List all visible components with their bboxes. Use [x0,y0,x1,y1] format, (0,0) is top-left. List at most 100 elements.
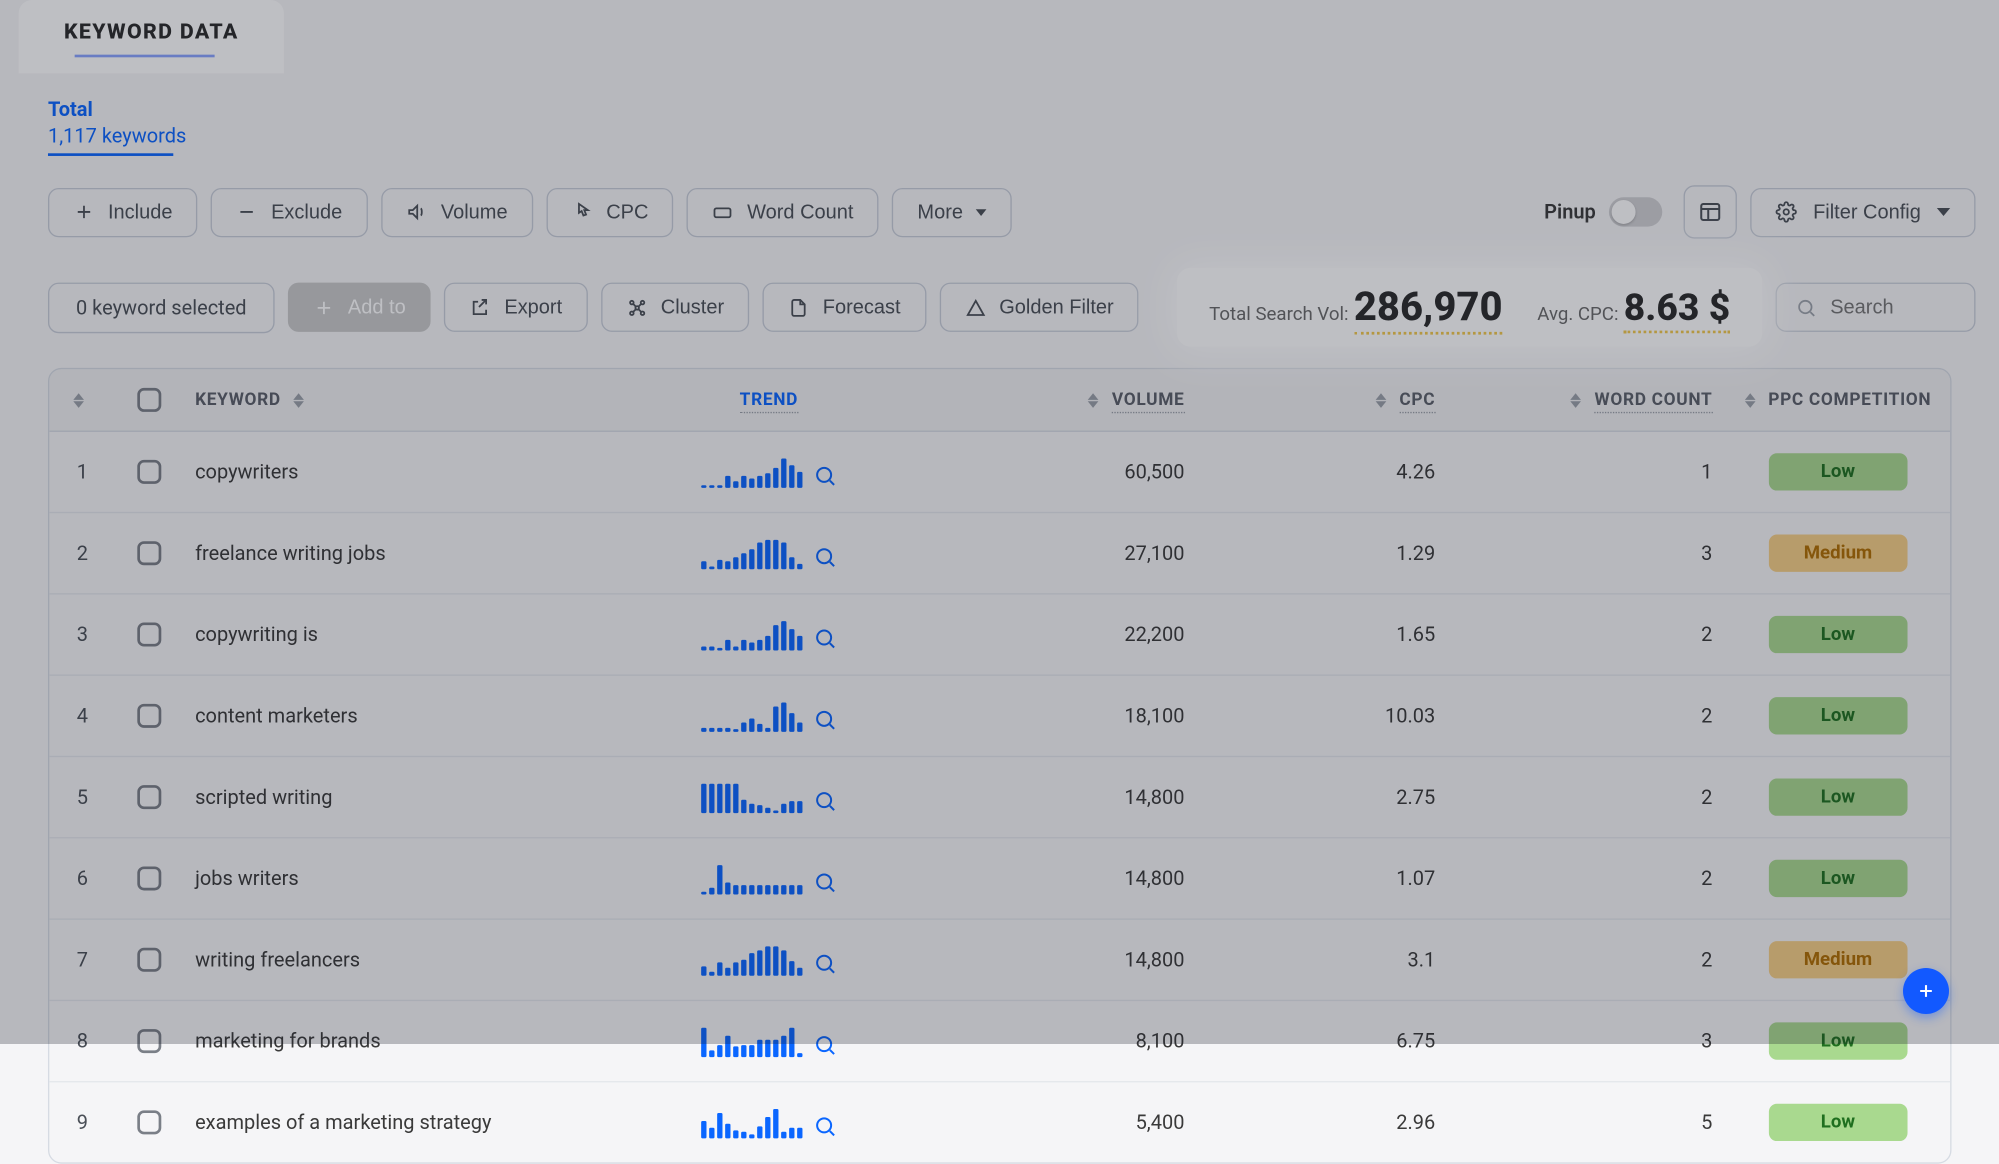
row-trend [604,456,934,488]
row-cpc: 10.03 [1198,704,1449,728]
sparkline [701,537,802,569]
ppc-badge: Low [1769,1104,1908,1141]
pointer-icon [572,201,593,222]
col-checkbox[interactable] [116,388,182,412]
row-index: 4 [49,704,115,728]
table-row: 7writing freelancers14,8003.12Medium [49,920,1950,1001]
row-index: 6 [49,866,115,890]
page-tab-title: KEYWORD DATA [64,19,239,44]
col-volume[interactable]: VOLUME [934,390,1198,410]
magnify-icon[interactable] [813,952,837,976]
wordcount-filter-label: Word Count [747,201,853,224]
row-checkbox[interactable] [137,948,161,972]
row-keyword[interactable]: copywriting is [182,623,604,647]
row-wordcount: 2 [1449,948,1726,972]
row-checkbox[interactable] [137,866,161,890]
col-ppc[interactable]: PPC COMPETITION [1726,390,1950,410]
volume-icon [406,201,427,222]
search-input[interactable] [1830,296,1950,319]
col-wordcount[interactable]: WORD COUNT [1449,390,1726,410]
row-ppc: Low [1726,1104,1950,1141]
ppc-badge: Medium [1769,535,1908,572]
row-keyword[interactable]: content marketers [182,704,604,728]
magnify-icon[interactable] [813,789,837,813]
search-box[interactable] [1776,283,1976,332]
magnify-icon[interactable] [813,464,837,488]
golden-filter-button[interactable]: Golden Filter [939,283,1139,332]
row-wordcount: 2 [1449,866,1726,890]
wordcount-filter-button[interactable]: Word Count [687,187,879,236]
col-keyword[interactable]: KEYWORD [182,390,604,410]
row-checkbox[interactable] [137,541,161,565]
volume-filter-button[interactable]: Volume [381,187,533,236]
row-keyword[interactable]: writing freelancers [182,948,604,972]
keyword-table: KEYWORD TREND VOLUME CPC WORD COUNT PPC … [48,368,1952,1164]
magnify-icon[interactable] [813,545,837,569]
col-index[interactable] [49,393,115,408]
add-to-button: Add to [288,283,431,332]
layout-button[interactable] [1684,185,1737,238]
pinup-toggle[interactable] [1609,197,1662,226]
row-keyword[interactable]: marketing for brands [182,1029,604,1053]
magnify-icon[interactable] [813,627,837,651]
page-tab[interactable]: KEYWORD DATA [19,0,284,73]
action-toolbar: 0 keyword selected Add to Export Cluster… [48,268,1976,347]
exclude-label: Exclude [271,201,342,224]
row-checkbox[interactable] [137,1029,161,1053]
col-trend[interactable]: TREND [604,390,934,410]
row-checkbox-cell [116,541,182,565]
row-wordcount: 2 [1449,785,1726,809]
row-cpc: 2.75 [1198,785,1449,809]
row-volume: 18,100 [934,704,1198,728]
row-index: 8 [49,1029,115,1053]
table-row: 1copywriters60,5004.261Low [49,432,1950,513]
caret-down-icon [1937,208,1950,216]
row-keyword[interactable]: examples of a marketing strategy [182,1110,604,1134]
pinup-control: Pinup [1544,197,1662,226]
row-volume: 60,500 [934,460,1198,484]
row-keyword[interactable]: copywriters [182,460,604,484]
summary-block: Total 1,117 keywords [48,97,1976,156]
col-cpc[interactable]: CPC [1198,390,1449,410]
total-vol-label: Total Search Vol: [1209,304,1348,325]
row-keyword[interactable]: scripted writing [182,785,604,809]
select-all-checkbox[interactable] [137,388,161,412]
sparkline [701,944,802,976]
fab-add-button[interactable] [1903,968,1949,1014]
row-keyword[interactable]: jobs writers [182,866,604,890]
gear-icon [1776,201,1797,222]
layout-icon [1698,200,1722,224]
export-button[interactable]: Export [444,283,587,332]
row-keyword[interactable]: freelance writing jobs [182,541,604,565]
magnify-icon[interactable] [813,870,837,894]
magnify-icon[interactable] [813,708,837,732]
row-checkbox-cell [116,704,182,728]
magnify-icon[interactable] [813,1114,837,1138]
cpc-filter-label: CPC [606,201,648,224]
exclude-button[interactable]: Exclude [211,187,367,236]
row-checkbox-cell [116,948,182,972]
pinup-label: Pinup [1544,200,1596,224]
cluster-button[interactable]: Cluster [601,283,750,332]
cluster-label: Cluster [661,296,724,319]
row-checkbox[interactable] [137,704,161,728]
row-wordcount: 2 [1449,704,1726,728]
more-filters-button[interactable]: More [892,187,1012,236]
row-checkbox[interactable] [137,785,161,809]
table-row: 2freelance writing jobs27,1001.293Medium [49,513,1950,594]
row-volume: 22,200 [934,623,1198,647]
row-trend [604,537,934,569]
forecast-button[interactable]: Forecast [763,283,926,332]
filter-config-button[interactable]: Filter Config [1750,187,1975,236]
row-checkbox-cell [116,460,182,484]
row-checkbox[interactable] [137,623,161,647]
ppc-badge: Low [1769,616,1908,653]
summary-keywords-count[interactable]: 1,117 keywords [48,124,1976,148]
magnify-icon[interactable] [813,1033,837,1057]
table-row: 3copywriting is22,2001.652Low [49,595,1950,676]
row-checkbox[interactable] [137,460,161,484]
plus-icon [73,201,94,222]
row-checkbox[interactable] [137,1110,161,1134]
cpc-filter-button[interactable]: CPC [546,187,674,236]
include-button[interactable]: Include [48,187,198,236]
